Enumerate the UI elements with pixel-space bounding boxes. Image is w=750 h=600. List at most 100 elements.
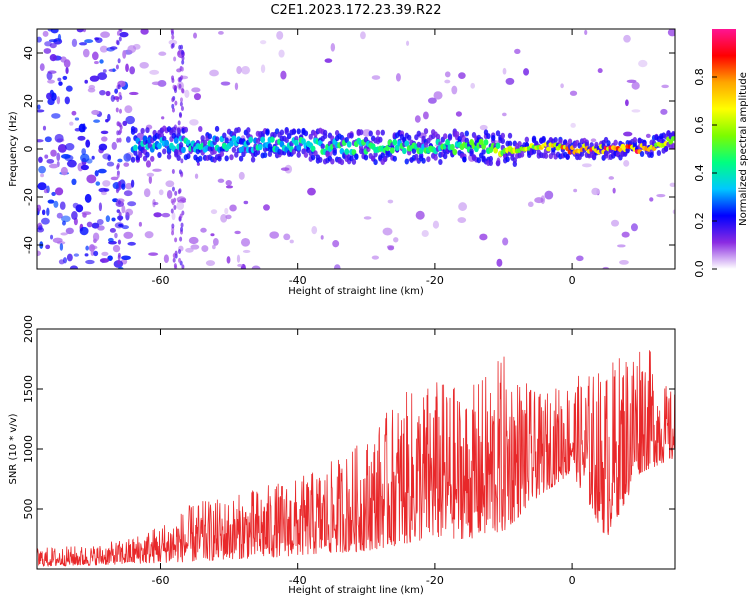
heatmap-cell xyxy=(217,178,225,183)
colorbar-tick-label: 0.8 xyxy=(693,68,706,86)
heatmap-cell xyxy=(451,85,458,95)
heatmap-cell xyxy=(80,164,89,171)
heatmap-cell xyxy=(66,253,73,262)
heatmap-cell xyxy=(117,239,121,245)
heatmap-cell xyxy=(491,135,496,142)
heatmap-cell xyxy=(37,204,42,212)
heatmap-cell xyxy=(387,199,394,204)
heatmap-cell xyxy=(38,225,43,231)
heatmap-cell xyxy=(38,156,43,163)
heatmap-cell xyxy=(661,84,669,89)
heatmap-cell xyxy=(375,129,381,136)
heatmap-cell xyxy=(90,245,98,250)
heatmap-cell xyxy=(122,49,127,59)
heatmap-cell xyxy=(174,88,178,94)
heatmap-cell xyxy=(37,109,45,113)
heatmap-cell xyxy=(255,149,261,156)
y-tick-label: 20 xyxy=(22,94,35,108)
heatmap-cell xyxy=(493,147,499,154)
heatmap-cell xyxy=(544,190,554,200)
heatmap-cell xyxy=(129,91,139,96)
heatmap-cell xyxy=(51,191,56,196)
heatmap-cell xyxy=(60,232,68,236)
heatmap-cell xyxy=(238,171,245,180)
heatmap-cell xyxy=(109,228,116,233)
heatmap-cell xyxy=(58,81,63,86)
heatmap-cell xyxy=(625,147,630,154)
heatmap-cell xyxy=(296,128,301,135)
heatmap-cell xyxy=(567,138,573,145)
heatmap-cell xyxy=(69,265,78,269)
heatmap-cell xyxy=(171,230,175,236)
heatmap-cell xyxy=(360,31,366,40)
heatmap-cell xyxy=(426,156,431,163)
heatmap-cell xyxy=(325,151,330,158)
heatmap-cell xyxy=(212,238,219,246)
heatmap-cell xyxy=(145,160,151,168)
heatmap-cell xyxy=(373,159,378,166)
heatmap-cell xyxy=(201,245,209,253)
heatmap-cell xyxy=(219,150,225,157)
heatmap-cell xyxy=(116,121,120,127)
heatmap-cell xyxy=(60,166,68,176)
heatmap-cell xyxy=(101,136,108,142)
heatmap-cell xyxy=(332,240,340,248)
heatmap-cell xyxy=(414,153,419,160)
heatmap-cell xyxy=(42,30,49,37)
heatmap-cell xyxy=(179,236,183,242)
heatmap-cell xyxy=(222,132,227,139)
y-tick-label: -20 xyxy=(22,188,35,206)
heatmap-cell xyxy=(119,29,123,33)
heatmap-cell xyxy=(242,249,251,253)
heatmap-cell xyxy=(452,148,458,156)
heatmap-cell xyxy=(86,221,93,228)
heatmap-cell xyxy=(84,79,88,84)
heatmap-cell xyxy=(198,126,203,133)
heatmap-cell xyxy=(594,141,599,148)
colorbar-label: Normalized spectral amplitude xyxy=(738,72,749,226)
heatmap-cell xyxy=(597,68,603,74)
heatmap-cell xyxy=(584,141,590,148)
heatmap-cell xyxy=(311,226,318,235)
heatmap-cell xyxy=(423,142,429,149)
heatmap-cell xyxy=(623,34,631,43)
heatmap-cell xyxy=(632,137,638,144)
heatmap-cell xyxy=(320,143,325,150)
heatmap-cell xyxy=(123,162,130,167)
heatmap-cell xyxy=(269,136,275,143)
heatmap-cell xyxy=(394,144,400,151)
heatmap-cell xyxy=(180,197,187,202)
heatmap-cell xyxy=(116,173,120,179)
heatmap-cell xyxy=(171,223,175,229)
heatmap-cell xyxy=(200,135,205,142)
heatmap-cell xyxy=(57,77,62,82)
x-tick-label: -60 xyxy=(151,574,169,587)
heatmap-cell xyxy=(180,222,184,228)
heatmap-cell xyxy=(505,77,515,85)
heatmap-cell xyxy=(168,39,178,45)
heatmap-cell xyxy=(127,241,136,246)
heatmap-cell xyxy=(236,65,242,75)
heatmap-cell xyxy=(584,29,588,36)
heatmap-cell xyxy=(656,150,662,157)
heatmap-cell xyxy=(173,56,177,62)
heatmap-cell xyxy=(100,31,110,38)
colorbar-tick-label: 0.4 xyxy=(693,164,706,182)
heatmap-cell xyxy=(262,151,268,158)
heatmap-cell xyxy=(62,220,66,226)
heatmap-cell xyxy=(415,210,425,220)
heatmap-cell xyxy=(71,38,78,48)
heatmap-cell xyxy=(224,137,229,144)
heatmap-cell xyxy=(218,30,224,35)
heatmap-cell xyxy=(171,97,175,103)
heatmap-cell xyxy=(389,147,395,154)
heatmap-cell xyxy=(47,70,57,74)
heatmap-cell xyxy=(44,136,52,143)
heatmap-cell xyxy=(145,151,150,158)
heatmap-cell xyxy=(57,33,62,42)
heatmap-cell xyxy=(243,200,249,205)
heatmap-cell xyxy=(320,235,324,240)
heatmap-cell xyxy=(37,104,41,110)
heatmap-cell xyxy=(124,105,133,114)
heatmap-cell xyxy=(112,68,116,73)
